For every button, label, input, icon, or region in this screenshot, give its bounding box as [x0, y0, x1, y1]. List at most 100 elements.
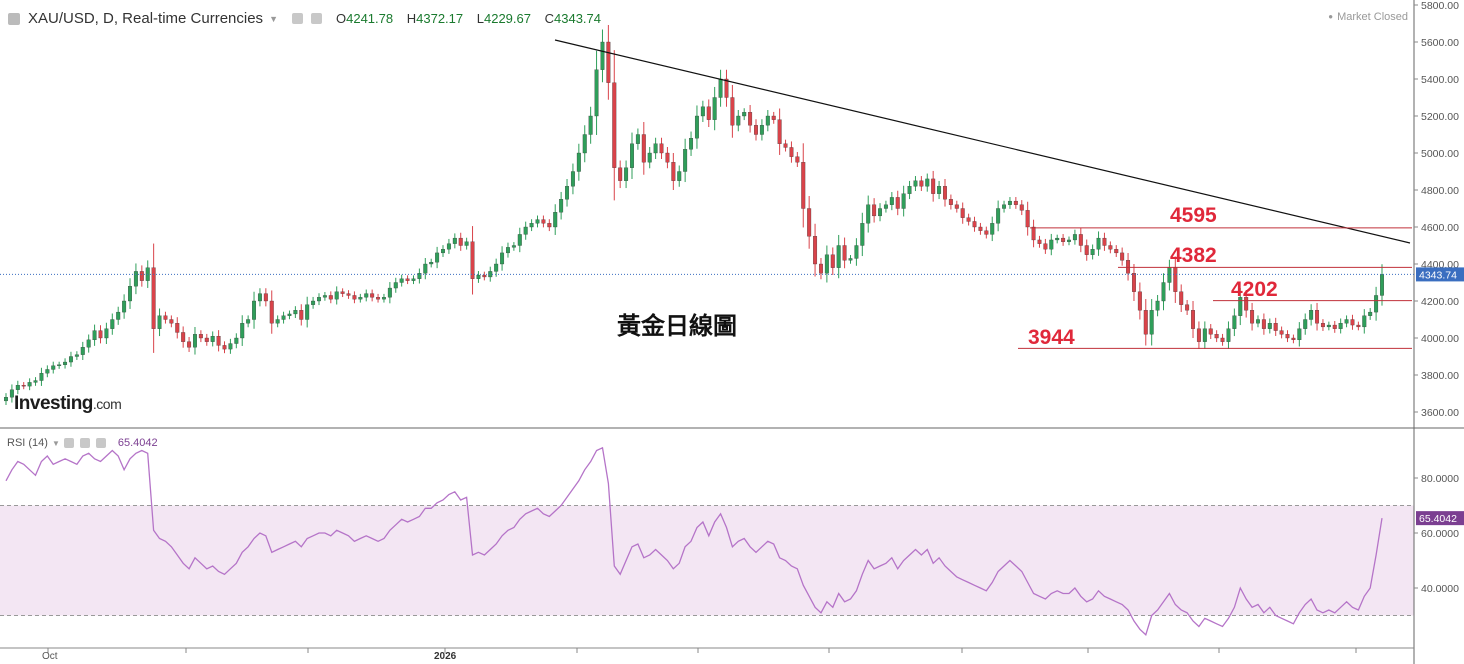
candle[interactable]: [872, 198, 877, 223]
candle[interactable]: [1380, 264, 1384, 306]
candle[interactable]: [901, 185, 906, 217]
candle[interactable]: [252, 291, 257, 329]
candle[interactable]: [948, 194, 953, 210]
candle[interactable]: [618, 160, 623, 189]
candle[interactable]: [1185, 299, 1190, 315]
candle[interactable]: [151, 243, 156, 353]
candle[interactable]: [92, 324, 97, 346]
candle[interactable]: [476, 271, 481, 283]
candle[interactable]: [234, 333, 239, 349]
candle[interactable]: [482, 271, 487, 281]
candle[interactable]: [169, 315, 174, 328]
settings-icon[interactable]: [63, 438, 74, 448]
candle[interactable]: [275, 315, 280, 328]
candle[interactable]: [470, 226, 475, 295]
candle[interactable]: [464, 237, 469, 250]
candle[interactable]: [322, 292, 327, 301]
candle[interactable]: [1297, 322, 1302, 347]
candle[interactable]: [1037, 235, 1042, 248]
candle[interactable]: [346, 290, 351, 299]
candle[interactable]: [1061, 234, 1066, 246]
candle[interactable]: [624, 160, 629, 189]
candle[interactable]: [116, 306, 121, 325]
candle[interactable]: [281, 311, 286, 324]
candle[interactable]: [9, 384, 14, 403]
gear-icon[interactable]: [310, 13, 322, 24]
candle[interactable]: [417, 268, 422, 284]
candle[interactable]: [139, 265, 144, 287]
candle[interactable]: [1208, 324, 1213, 340]
candle[interactable]: [1244, 289, 1249, 318]
candle[interactable]: [364, 289, 369, 302]
candle[interactable]: [1179, 284, 1184, 313]
candle[interactable]: [754, 119, 758, 141]
candle[interactable]: [299, 304, 304, 326]
candle[interactable]: [334, 286, 339, 305]
candle[interactable]: [641, 122, 646, 175]
candle[interactable]: [1002, 200, 1007, 213]
candle[interactable]: [647, 146, 652, 169]
candle[interactable]: [187, 336, 192, 352]
candle[interactable]: [931, 170, 936, 202]
candle[interactable]: [1250, 302, 1255, 331]
candle[interactable]: [68, 351, 73, 367]
candle[interactable]: [128, 278, 132, 309]
candle[interactable]: [883, 200, 888, 213]
candle[interactable]: [1315, 302, 1320, 331]
candle[interactable]: [813, 223, 818, 277]
candle[interactable]: [240, 315, 245, 346]
candle[interactable]: [293, 306, 298, 319]
candle[interactable]: [500, 246, 505, 271]
candle[interactable]: [21, 382, 26, 390]
candle[interactable]: [204, 333, 209, 346]
candle[interactable]: [635, 128, 640, 150]
candle[interactable]: [606, 24, 611, 100]
candle[interactable]: [689, 131, 694, 156]
candle[interactable]: [1126, 252, 1131, 281]
candle[interactable]: [305, 296, 310, 328]
candle[interactable]: [748, 104, 753, 133]
candle[interactable]: [4, 393, 8, 405]
candle[interactable]: [925, 173, 930, 192]
candle[interactable]: [1344, 315, 1349, 328]
candle[interactable]: [399, 274, 404, 287]
candle[interactable]: [700, 100, 705, 123]
candle[interactable]: [1155, 294, 1160, 317]
candle[interactable]: [630, 132, 634, 179]
candle[interactable]: [777, 108, 782, 155]
candle[interactable]: [665, 146, 670, 169]
candle[interactable]: [163, 311, 168, 324]
candle[interactable]: [1273, 317, 1278, 336]
candle[interactable]: [889, 192, 894, 211]
candle[interactable]: [1279, 326, 1284, 339]
candle[interactable]: [671, 153, 676, 190]
candle[interactable]: [960, 202, 965, 224]
candle[interactable]: [1043, 238, 1048, 254]
candle[interactable]: [1096, 231, 1101, 256]
candle[interactable]: [1067, 236, 1071, 246]
candle[interactable]: [1131, 264, 1136, 301]
candle[interactable]: [228, 338, 233, 354]
candle[interactable]: [1202, 321, 1207, 350]
candle[interactable]: [1007, 197, 1012, 209]
candle[interactable]: [429, 258, 434, 268]
candle[interactable]: [730, 85, 735, 138]
candle[interactable]: [954, 200, 959, 213]
candle[interactable]: [848, 255, 853, 264]
candle[interactable]: [423, 257, 428, 280]
candle[interactable]: [937, 180, 942, 200]
candle[interactable]: [582, 125, 587, 163]
candle[interactable]: [269, 290, 274, 334]
candle[interactable]: [1350, 314, 1355, 330]
candle[interactable]: [529, 219, 534, 232]
candle[interactable]: [1256, 315, 1260, 328]
candle[interactable]: [765, 109, 770, 132]
candle[interactable]: [1285, 330, 1290, 343]
candle[interactable]: [836, 234, 841, 279]
rsi-label[interactable]: RSI (14): [7, 437, 48, 449]
candle[interactable]: [80, 341, 85, 361]
candle[interactable]: [506, 242, 510, 258]
candle[interactable]: [576, 143, 581, 181]
candle[interactable]: [1291, 334, 1296, 344]
candle[interactable]: [1261, 313, 1266, 335]
